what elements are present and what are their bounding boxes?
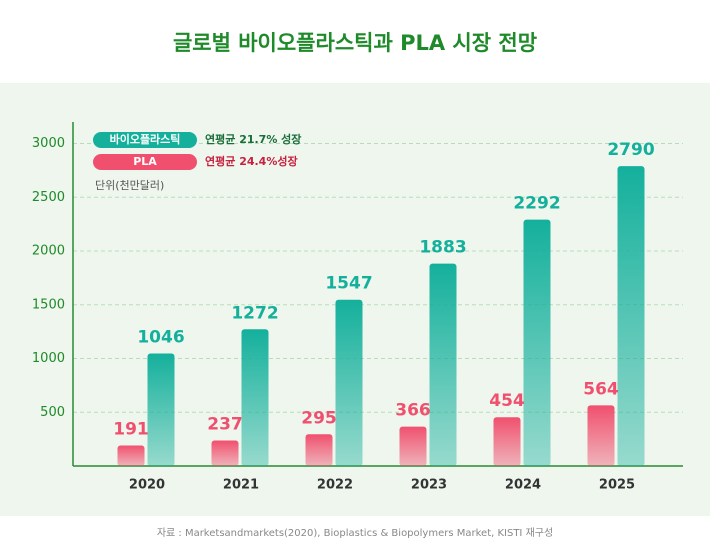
unit-label: 단위(천만달러) <box>95 178 164 192</box>
value-label: 1272 <box>231 303 278 323</box>
value-label: 2292 <box>513 194 560 214</box>
value-label: 1547 <box>325 274 372 294</box>
value-label: 191 <box>113 419 149 439</box>
value-label: 237 <box>207 415 243 435</box>
bar <box>493 417 521 466</box>
x-tick-label: 2022 <box>317 478 353 493</box>
bar <box>587 405 615 466</box>
bar <box>523 219 551 466</box>
x-tick-label: 2025 <box>599 478 635 493</box>
x-tick-label: 2020 <box>129 478 165 493</box>
value-label: 564 <box>583 379 619 399</box>
legend-label: 바이오플라스틱 <box>110 132 181 146</box>
bar <box>335 299 363 466</box>
x-tick-label: 2021 <box>223 478 259 493</box>
bar <box>147 353 175 466</box>
chart-title: 글로벌 바이오플라스틱과 PLA 시장 전망 <box>173 31 537 55</box>
y-tick-label: 2000 <box>32 244 65 259</box>
bar <box>241 329 269 466</box>
legend-note: 연평균 21.7% 성장 <box>205 132 301 146</box>
bar <box>429 263 457 466</box>
value-label: 1046 <box>137 328 184 348</box>
x-tick-label: 2023 <box>411 478 447 493</box>
legend-swatch <box>93 132 197 148</box>
legend-label: PLA <box>133 155 157 168</box>
bar <box>305 434 333 466</box>
bar <box>211 440 239 466</box>
legend-note: 연평균 24.4%성장 <box>205 154 298 168</box>
y-tick-label: 500 <box>40 405 65 420</box>
value-label: 2790 <box>607 140 654 160</box>
bar <box>399 426 427 466</box>
source: 자료 : Marketsandmarkets(2020), Bioplastic… <box>157 527 553 539</box>
value-label: 454 <box>489 391 525 411</box>
y-tick-label: 2500 <box>32 190 65 205</box>
legend-swatch <box>93 154 197 170</box>
value-label: 366 <box>395 401 431 421</box>
bar <box>617 166 645 466</box>
value-label: 1883 <box>419 238 466 258</box>
y-tick-label: 3000 <box>32 136 65 151</box>
bar <box>117 445 145 466</box>
x-tick-label: 2024 <box>505 478 541 493</box>
y-tick-label: 1000 <box>32 351 65 366</box>
value-label: 295 <box>301 408 337 428</box>
y-tick-label: 1500 <box>32 297 65 312</box>
